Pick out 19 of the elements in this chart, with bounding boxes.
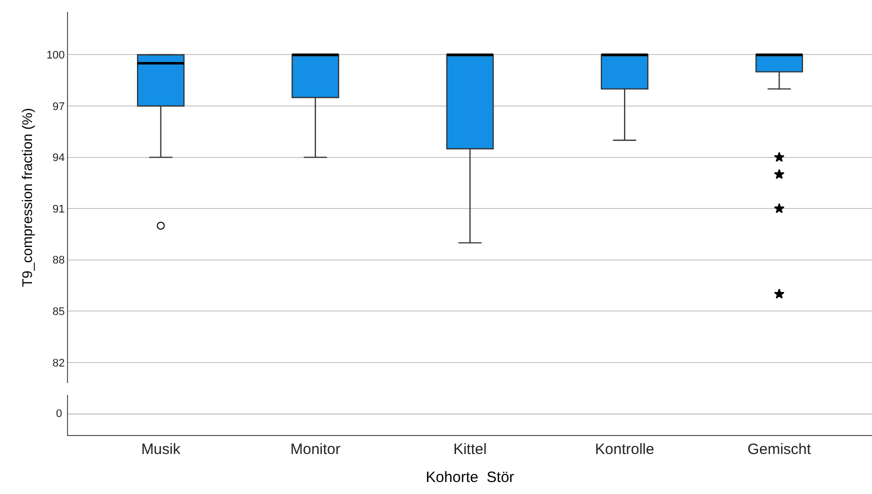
text: Kohorte Stör	[426, 469, 514, 486]
category-label: Monitor	[290, 441, 340, 458]
y-tick-label: 82	[52, 357, 65, 370]
y-tick-label: 88	[52, 254, 65, 267]
text: 0	[56, 408, 62, 420]
point	[774, 288, 784, 299]
y-tick-label: 100	[46, 50, 65, 62]
category-label: Kontrolle	[595, 441, 654, 458]
category-label: Gemischt	[748, 441, 812, 458]
category-label: Musik	[141, 441, 181, 458]
y-tick-label: 85	[52, 306, 65, 318]
y-tick-label: 94	[52, 152, 65, 164]
category-label: Kittel	[453, 441, 487, 458]
point	[774, 203, 784, 214]
y-tick-label: 97	[52, 100, 65, 113]
point	[774, 152, 784, 162]
y-tick-label: 91	[52, 203, 65, 216]
point	[774, 168, 784, 179]
y-axis-title: T9_compression fraction (%)	[19, 108, 36, 287]
